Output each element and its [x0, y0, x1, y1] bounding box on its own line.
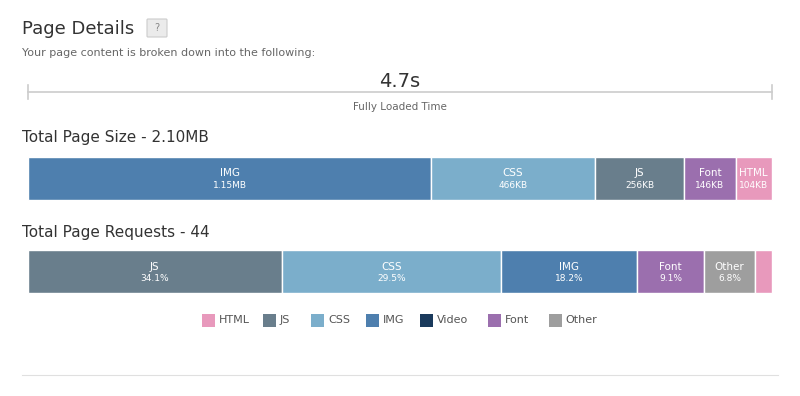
Text: Font: Font	[505, 315, 529, 325]
Bar	[420, 314, 433, 326]
Bar	[366, 314, 378, 326]
Text: JS: JS	[280, 315, 290, 325]
Text: 18.2%: 18.2%	[554, 274, 583, 283]
FancyBboxPatch shape	[147, 19, 167, 37]
Bar	[202, 314, 215, 326]
Bar	[282, 250, 501, 293]
Text: 256KB: 256KB	[625, 181, 654, 190]
Text: CSS: CSS	[502, 169, 523, 179]
Bar	[755, 250, 772, 293]
Text: 9.1%: 9.1%	[659, 274, 682, 283]
Text: IMG: IMG	[220, 169, 240, 179]
Text: 466KB: 466KB	[498, 181, 527, 190]
Bar	[704, 250, 755, 293]
Bar	[637, 250, 704, 293]
Text: Page Details: Page Details	[22, 20, 134, 38]
Text: HTML: HTML	[739, 169, 768, 179]
Text: Font: Font	[698, 169, 722, 179]
Bar	[549, 314, 562, 326]
Text: Total Page Requests - 44: Total Page Requests - 44	[22, 225, 210, 240]
Text: JS: JS	[634, 169, 644, 179]
Text: 6.8%: 6.8%	[718, 274, 741, 283]
Text: 146KB: 146KB	[695, 181, 725, 190]
Text: 104KB: 104KB	[739, 181, 768, 190]
Bar	[735, 157, 772, 200]
Text: Video: Video	[437, 315, 468, 325]
Bar	[431, 157, 594, 200]
Bar	[487, 314, 501, 326]
Bar	[501, 250, 637, 293]
Text: 4.7s: 4.7s	[379, 72, 421, 91]
Bar	[263, 314, 276, 326]
Text: Other: Other	[714, 261, 745, 272]
Text: Font: Font	[659, 261, 682, 272]
Text: 34.1%: 34.1%	[141, 274, 169, 283]
Text: Your page content is broken down into the following:: Your page content is broken down into th…	[22, 48, 315, 58]
Bar	[28, 250, 282, 293]
Bar	[594, 157, 684, 200]
Text: ?: ?	[154, 23, 159, 33]
Text: CSS: CSS	[328, 315, 350, 325]
Text: CSS: CSS	[381, 261, 402, 272]
Bar	[311, 314, 324, 326]
Text: HTML: HTML	[219, 315, 250, 325]
Bar	[684, 157, 735, 200]
Text: 29.5%: 29.5%	[377, 274, 406, 283]
Text: JS: JS	[150, 261, 160, 272]
Text: Other: Other	[566, 315, 598, 325]
Text: IMG: IMG	[559, 261, 579, 272]
Text: Total Page Size - 2.10MB: Total Page Size - 2.10MB	[22, 130, 209, 145]
Bar	[28, 157, 431, 200]
Text: 1.15MB: 1.15MB	[213, 181, 246, 190]
Text: IMG: IMG	[382, 315, 404, 325]
Text: Fully Loaded Time: Fully Loaded Time	[353, 102, 447, 112]
